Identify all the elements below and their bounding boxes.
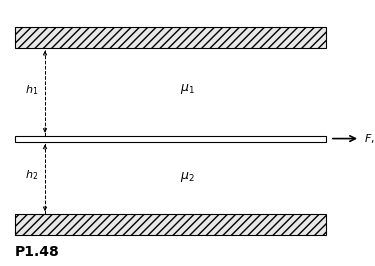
Text: $\mu_1$: $\mu_1$ (180, 82, 195, 96)
Text: $F, V$: $F, V$ (364, 132, 375, 145)
Bar (15, 214, 326, 235)
Bar (15, 27, 326, 48)
Bar (15, 136, 326, 142)
Text: $h_2$: $h_2$ (25, 169, 39, 182)
Text: P1.48: P1.48 (15, 245, 60, 259)
Text: $h_1$: $h_1$ (25, 84, 39, 97)
Text: $\mu_2$: $\mu_2$ (180, 170, 195, 184)
